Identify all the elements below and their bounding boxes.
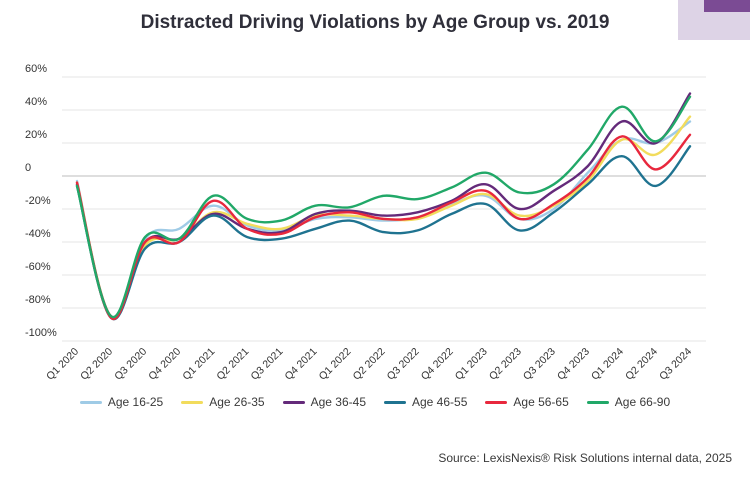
x-tick-label: Q4 2023 bbox=[555, 346, 592, 383]
x-tick-label: Q3 2021 bbox=[248, 346, 285, 383]
y-tick-label: -20% bbox=[25, 195, 51, 207]
x-tick-label: Q1 2020 bbox=[44, 346, 81, 383]
x-tick-label: Q1 2024 bbox=[589, 346, 626, 383]
legend-label: Age 46-55 bbox=[412, 395, 468, 409]
legend-swatch bbox=[384, 400, 406, 404]
legend-item: Age 36-45 bbox=[282, 395, 366, 409]
x-tick-label: Q2 2023 bbox=[487, 346, 524, 383]
legend-item: Age 46-55 bbox=[384, 395, 467, 409]
y-tick-label: 20% bbox=[25, 129, 47, 141]
legend-swatch bbox=[181, 400, 204, 404]
series-line-age-56-65 bbox=[75, 133, 692, 321]
legend-swatch bbox=[586, 400, 609, 404]
y-axis-tick-labels: 60% 40% 20% 0 -20% -40% -60% -80% -100% bbox=[25, 63, 57, 339]
legend-label: Age 36-45 bbox=[310, 395, 366, 409]
y-tick-label: -40% bbox=[25, 228, 51, 240]
y-tick-label: 40% bbox=[25, 96, 47, 108]
x-tick-label: Q2 2020 bbox=[78, 346, 115, 383]
legend-item: Age 26-35 bbox=[181, 395, 265, 409]
y-tick-label: 60% bbox=[25, 63, 47, 75]
legend-label: Age 66-90 bbox=[614, 395, 671, 409]
chart-title: Distracted Driving Violations by Age Gro… bbox=[140, 12, 610, 33]
x-tick-label: Q4 2021 bbox=[283, 346, 320, 383]
x-tick-label: Q1 2022 bbox=[317, 346, 354, 383]
x-tick-label: Q2 2022 bbox=[351, 346, 388, 383]
series-line-age-16-25 bbox=[75, 120, 692, 320]
corner-accent bbox=[704, 0, 750, 12]
y-tick-label: -80% bbox=[25, 294, 51, 306]
grid-layer bbox=[62, 76, 706, 342]
series-line-age-36-45 bbox=[75, 92, 692, 319]
x-tick-label: Q2 2021 bbox=[214, 346, 251, 383]
x-tick-label: Q2 2024 bbox=[623, 346, 660, 383]
legend-swatch bbox=[485, 400, 508, 404]
source-note: Source: LexisNexis® Risk Solutions inter… bbox=[438, 451, 732, 465]
y-tick-label: -60% bbox=[25, 261, 51, 273]
legend-label: Age 16-25 bbox=[107, 395, 164, 409]
series-line-age-26-35 bbox=[75, 115, 692, 319]
legend-item: Age 16-25 bbox=[79, 395, 164, 409]
series-lines bbox=[75, 92, 692, 321]
x-tick-label: Q3 2024 bbox=[657, 346, 694, 383]
legend-label: Age 56-65 bbox=[513, 395, 569, 409]
series-line-age-46-55 bbox=[75, 145, 692, 321]
legend-item: Age 66-90 bbox=[586, 395, 671, 409]
x-tick-label: Q3 2023 bbox=[521, 346, 558, 383]
y-tick-label: 0 bbox=[25, 162, 31, 174]
legend: Age 16-25 Age 26-35 Age 36-45 Age 46-55 Age … bbox=[0, 395, 750, 409]
x-tick-label: Q1 2023 bbox=[453, 346, 490, 383]
legend-swatch bbox=[282, 400, 305, 404]
series-line-age-66-90 bbox=[75, 95, 692, 319]
x-tick-label: Q4 2020 bbox=[146, 346, 183, 383]
legend-label: Age 26-35 bbox=[209, 395, 265, 409]
x-tick-label: Q3 2020 bbox=[112, 346, 149, 383]
x-tick-label: Q4 2022 bbox=[419, 346, 456, 383]
x-tick-label: Q1 2021 bbox=[180, 346, 217, 383]
legend-swatch bbox=[79, 400, 102, 404]
y-tick-label: -100% bbox=[25, 327, 57, 339]
legend-item: Age 56-65 bbox=[485, 395, 569, 409]
x-tick-label: Q3 2022 bbox=[385, 346, 422, 383]
